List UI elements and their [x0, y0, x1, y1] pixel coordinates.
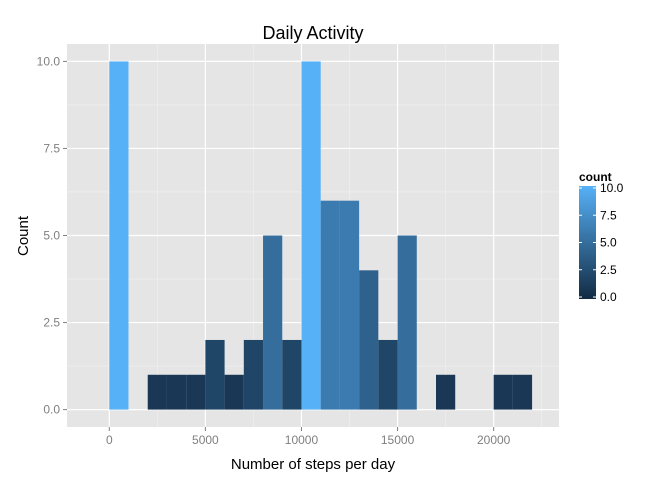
histogram-bar: [243, 339, 264, 410]
x-tick-label: 20000: [477, 433, 511, 447]
y-tick-label: 5.0: [43, 229, 60, 243]
histogram-bar: [224, 374, 244, 410]
histogram-bar: [166, 374, 187, 410]
legend-tick-label: 7.5: [600, 208, 617, 222]
y-tick-label: 10.0: [37, 54, 61, 68]
histogram-bar: [301, 61, 321, 410]
y-axis: 0.0 2.5 5.0 7.5 10.0: [37, 54, 67, 417]
legend-tick-label: 10.0: [600, 181, 624, 195]
histogram-bar: [512, 374, 533, 410]
x-tick-label: 0: [106, 433, 113, 447]
histogram-bar: [109, 61, 129, 410]
x-tick-label: 10000: [285, 433, 319, 447]
histogram-bars: [109, 61, 533, 410]
histogram-bar: [436, 374, 456, 410]
histogram-bar: [397, 235, 417, 410]
legend-colorbar: [579, 186, 596, 299]
x-axis: 0 5000 10000 15000 20000: [106, 427, 511, 447]
histogram-bar: [263, 235, 283, 410]
x-tick-label: 5000: [192, 433, 219, 447]
y-tick-label: 0.0: [43, 403, 60, 417]
y-tick-label: 7.5: [43, 141, 60, 155]
y-tick-label: 2.5: [43, 316, 60, 330]
legend-tick-label: 2.5: [600, 263, 617, 277]
histogram-bar: [320, 200, 340, 410]
legend-tick-label: 0.0: [600, 290, 617, 304]
histogram-bar: [282, 339, 302, 410]
histogram-bar: [339, 200, 360, 410]
x-tick-label: 15000: [381, 433, 415, 447]
histogram-bar: [493, 374, 513, 410]
histogram-bar: [186, 374, 206, 410]
histogram-bar: [359, 270, 379, 410]
histogram-bar: [378, 339, 398, 410]
y-axis-label: Count: [15, 215, 32, 256]
x-axis-label: Number of steps per day: [231, 456, 396, 473]
histogram-bar: [147, 374, 167, 410]
chart-title: Daily Activity: [262, 23, 363, 43]
histogram-bar: [205, 339, 225, 410]
legend-tick-label: 5.0: [600, 236, 617, 250]
color-legend: count 0.0 2.5 5.0 7.5 10.0: [579, 170, 624, 304]
legend-ticks: 0.0 2.5 5.0 7.5 10.0: [579, 181, 624, 304]
legend-title: count: [579, 170, 612, 184]
